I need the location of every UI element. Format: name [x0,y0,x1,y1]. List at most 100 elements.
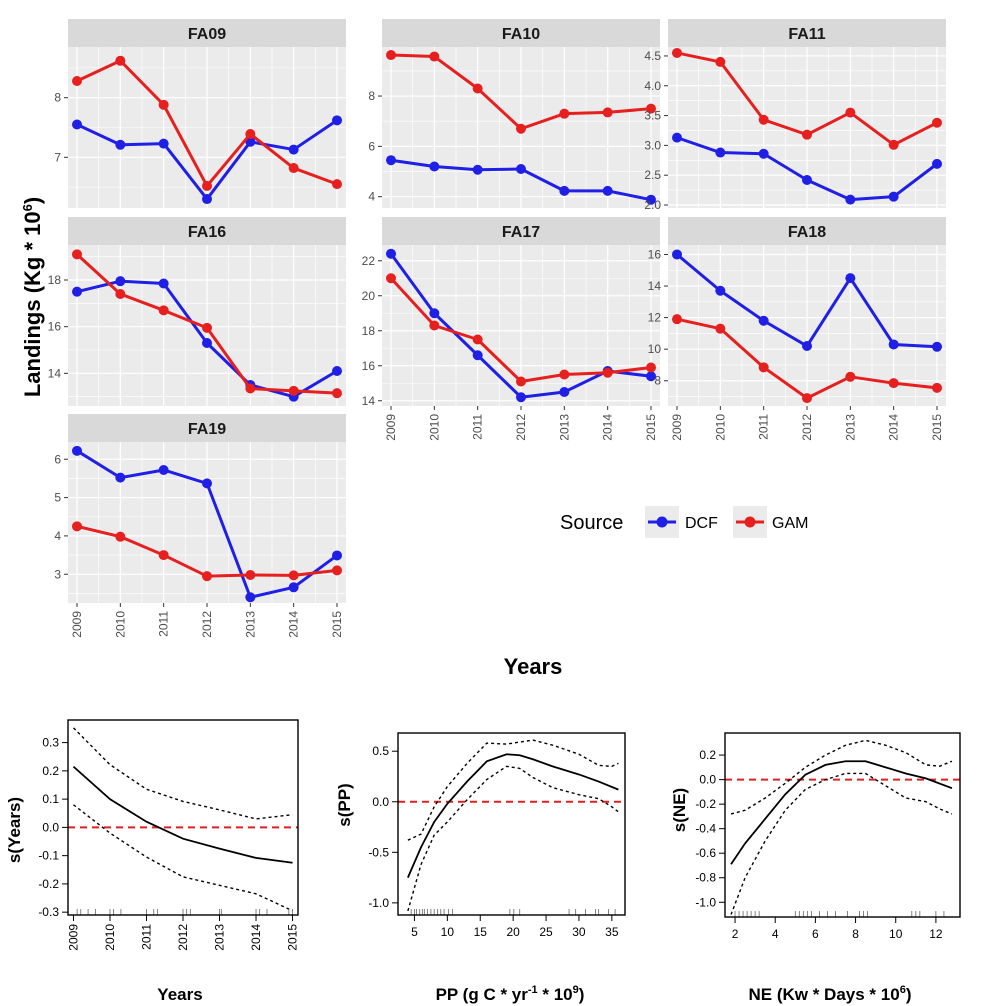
data-point-dcf-fa19 [332,550,342,561]
data-point-dcf-fa10 [516,164,526,175]
data-point-gam-fa10 [429,51,440,62]
x-tick-label-years: 2012 [176,924,190,951]
data-point-gam-fa10 [559,108,570,119]
data-point-dcf-fa18 [758,315,769,326]
data-point-gam-fa11 [758,114,769,125]
y-tick-label-fa09: 7 [54,150,61,164]
data-point-gam-fa10 [516,123,526,134]
x-tick-label-ne: 8 [852,927,859,941]
data-point-dcf-fa17 [646,371,656,382]
plot-frame-ne [724,732,961,918]
data-point-dcf-fa18 [672,249,682,260]
data-point-gam-fa16 [202,322,212,333]
x-tick-label-fa17: 2015 [644,414,658,441]
data-point-dcf-fa11 [932,158,942,169]
x-tick-label-years: 2013 [213,924,227,951]
y-tick-label-fa19: 6 [54,452,61,466]
smooth-years-ylabel: s(Years) [5,797,24,863]
data-point-gam-fa18 [932,382,942,393]
data-point-dcf-fa17 [386,248,396,259]
panel-fa10: FA10 4 6 8 [368,19,660,208]
data-point-dcf-fa16 [202,338,212,348]
legend-title: Source [560,512,623,534]
data-point-dcf-fa18 [715,285,726,296]
y-tick-label-fa19: 4 [54,529,61,543]
x-tick-label-fa17: 2014 [601,414,615,441]
data-point-dcf-fa09 [115,139,126,150]
data-point-dcf-fa18 [802,341,812,352]
y-tick-label-pp: 0.5 [372,744,389,758]
data-point-gam-fa09 [72,75,82,86]
data-point-dcf-fa17 [559,387,570,397]
facet-grid: FA09 7 8 FA10 4 6 8 FA11 2.0 2.5 3.0 3.5 4.0 4.5 FA16 1… [48,19,946,638]
data-point-gam-fa11 [802,129,812,140]
data-point-gam-fa19 [158,550,169,561]
x-tick-label-fa18: 2013 [843,414,857,441]
data-point-gam-fa09 [332,179,342,190]
y-tick-label-ne: -0.6 [695,846,716,860]
data-point-dcf-fa10 [602,185,613,196]
x-tick-label-fa19: 2009 [70,611,84,638]
x-tick-label-years: 2009 [66,924,80,951]
data-point-gam-fa11 [715,56,726,67]
y-tick-label-fa17: 18 [362,324,376,338]
x-tick-label-fa18: 2011 [757,414,771,440]
x-axis-label: Years [504,654,563,679]
smooth-fit-years [72,765,293,864]
data-point-gam-fa18 [715,323,726,334]
y-tick-label-fa18: 14 [648,279,662,293]
data-point-dcf-fa10 [472,164,483,175]
data-point-dcf-fa16 [72,286,82,297]
x-tick-label-fa17: 2013 [557,414,571,441]
data-point-dcf-fa19 [72,445,82,456]
x-tick-label-fa18: 2012 [800,414,814,441]
data-point-dcf-fa10 [559,185,570,196]
data-point-gam-fa16 [288,385,299,396]
x-tick-label-fa17: 2010 [427,414,441,441]
data-point-gam-fa19 [72,521,82,532]
data-point-gam-fa10 [472,83,483,94]
data-point-dcf-fa19 [115,472,126,483]
strip-title-fa11: FA11 [788,26,825,43]
lower-ci-ne [730,772,953,915]
data-point-gam-fa17 [386,273,396,284]
y-tick-label-ne: -0.4 [695,822,716,836]
legend-key-dcf-point [656,516,668,528]
x-tick-label-ne: 2 [732,927,739,941]
y-tick-label-fa17: 20 [362,289,376,303]
data-point-gam-fa19 [288,570,299,581]
data-point-gam-fa18 [758,362,769,373]
data-point-dcf-fa11 [888,191,899,202]
strip-fa11 [668,19,946,47]
legend: Source DCF GAM [560,506,808,538]
strip-title-fa10: FA10 [502,26,540,43]
data-point-gam-fa11 [845,107,856,118]
y-tick-label-fa17: 22 [362,254,376,268]
data-point-gam-fa09 [245,129,256,140]
data-point-gam-fa19 [202,571,212,582]
y-tick-label-fa18: 10 [648,342,662,356]
x-tick-label-fa18: 2009 [670,414,684,441]
upper-ci-pp [407,739,619,841]
data-point-gam-fa18 [802,393,812,404]
panel-fa17: FA17 14 16 18 20 22 2009 2010 2011 2012 2013 2014 20… [362,217,660,441]
x-tick-label-ne: 4 [772,927,779,941]
x-tick-label-years: 2014 [249,924,263,951]
x-tick-label-pp: 35 [605,925,619,939]
data-point-gam-fa19 [115,531,126,542]
x-tick-label-ne: 10 [889,927,903,941]
data-point-dcf-fa19 [288,582,299,593]
data-point-gam-fa09 [115,55,126,66]
data-point-gam-fa16 [115,289,126,299]
x-tick-label-pp: 25 [539,925,553,939]
x-tick-label-fa17: 2012 [514,414,528,441]
data-point-gam-fa10 [602,107,613,118]
data-point-gam-fa17 [559,369,570,380]
x-tick-label-fa19: 2011 [157,611,171,637]
y-tick-label-years: 0.3 [42,736,59,750]
data-point-gam-fa11 [672,47,682,58]
data-point-gam-fa10 [386,50,396,61]
smooth-pp-xlabel: PP (g C * yr-1 * 109) [436,984,585,1004]
data-point-gam-fa17 [516,376,526,387]
